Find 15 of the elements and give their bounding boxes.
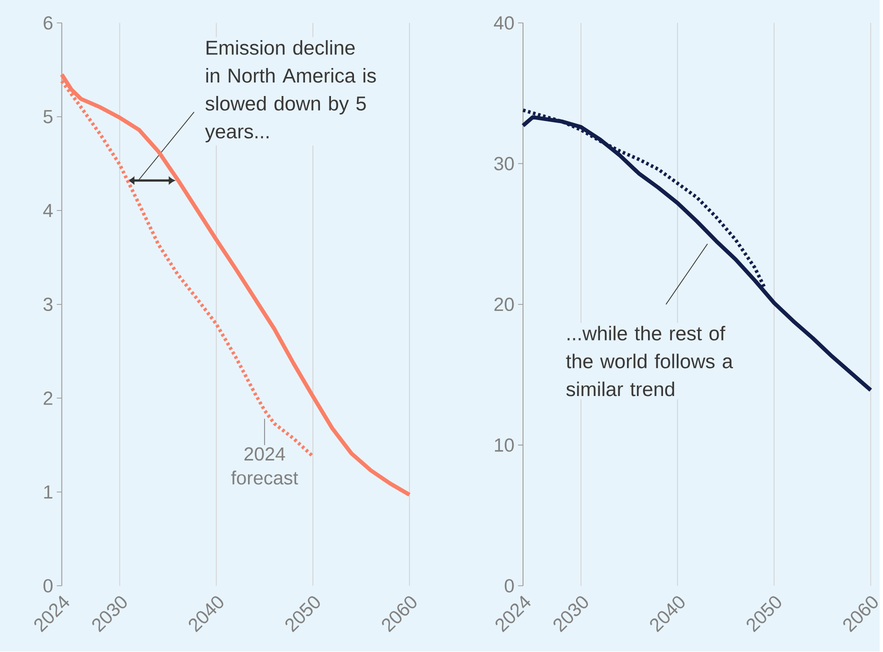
y-tick-label: 20 [494, 298, 514, 312]
y-tick-label: 5 [44, 110, 52, 124]
annotation: ...while the rest of the world follows a similar trend [566, 326, 733, 396]
y-tick-label: 40 [494, 16, 514, 30]
y-tick-label: 1 [44, 486, 52, 499]
y-tick-label: 0 [504, 579, 514, 593]
y-tick-label: 30 [494, 157, 514, 171]
annotation: Emission decline in North America is slowed down by 5 years... [205, 40, 376, 143]
y-tick-label: 2 [44, 392, 52, 405]
y-tick-label: 3 [43, 298, 52, 312]
y-tick-label: 6 [44, 16, 52, 30]
y-tick-label: 4 [43, 204, 53, 218]
series-label: 2024 forecast [231, 447, 298, 485]
y-tick-label: 0 [44, 579, 53, 593]
y-tick-label: 10 [494, 438, 514, 452]
